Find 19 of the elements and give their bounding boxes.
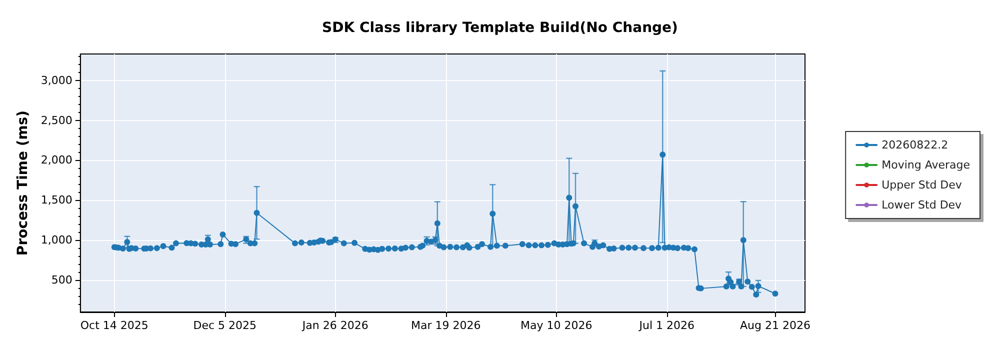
y-tick-label: 2,000: [40, 154, 72, 167]
x-tick-label: Mar 19 2026: [411, 319, 481, 332]
x-tick-label: May 10 2026: [520, 319, 592, 332]
y-tick-label: 3,000: [40, 74, 72, 87]
x-tick-label: Aug 21 2026: [740, 319, 810, 332]
legend-label: Upper Std Dev: [882, 178, 962, 192]
y-tick-label: 1,000: [40, 234, 72, 247]
legend-label: Moving Average: [882, 158, 970, 172]
x-tick-label: Dec 5 2025: [193, 319, 257, 332]
y-tick-label: 500: [51, 274, 72, 287]
y-tick-label: 2,500: [40, 114, 72, 127]
x-tick-label: Jan 26 2026: [301, 319, 368, 332]
y-tick-label: 1,500: [40, 194, 72, 207]
x-tick-label: Jul 1 2026: [638, 319, 695, 332]
y-axis-title: Process Time (ms): [15, 110, 31, 256]
x-tick-label: Oct 14 2025: [80, 319, 148, 332]
chart-title: SDK Class library Template Build(No Change): [322, 20, 678, 36]
legend-label: Lower Std Dev: [882, 198, 962, 212]
legend-label: 20260822.2: [882, 138, 948, 152]
